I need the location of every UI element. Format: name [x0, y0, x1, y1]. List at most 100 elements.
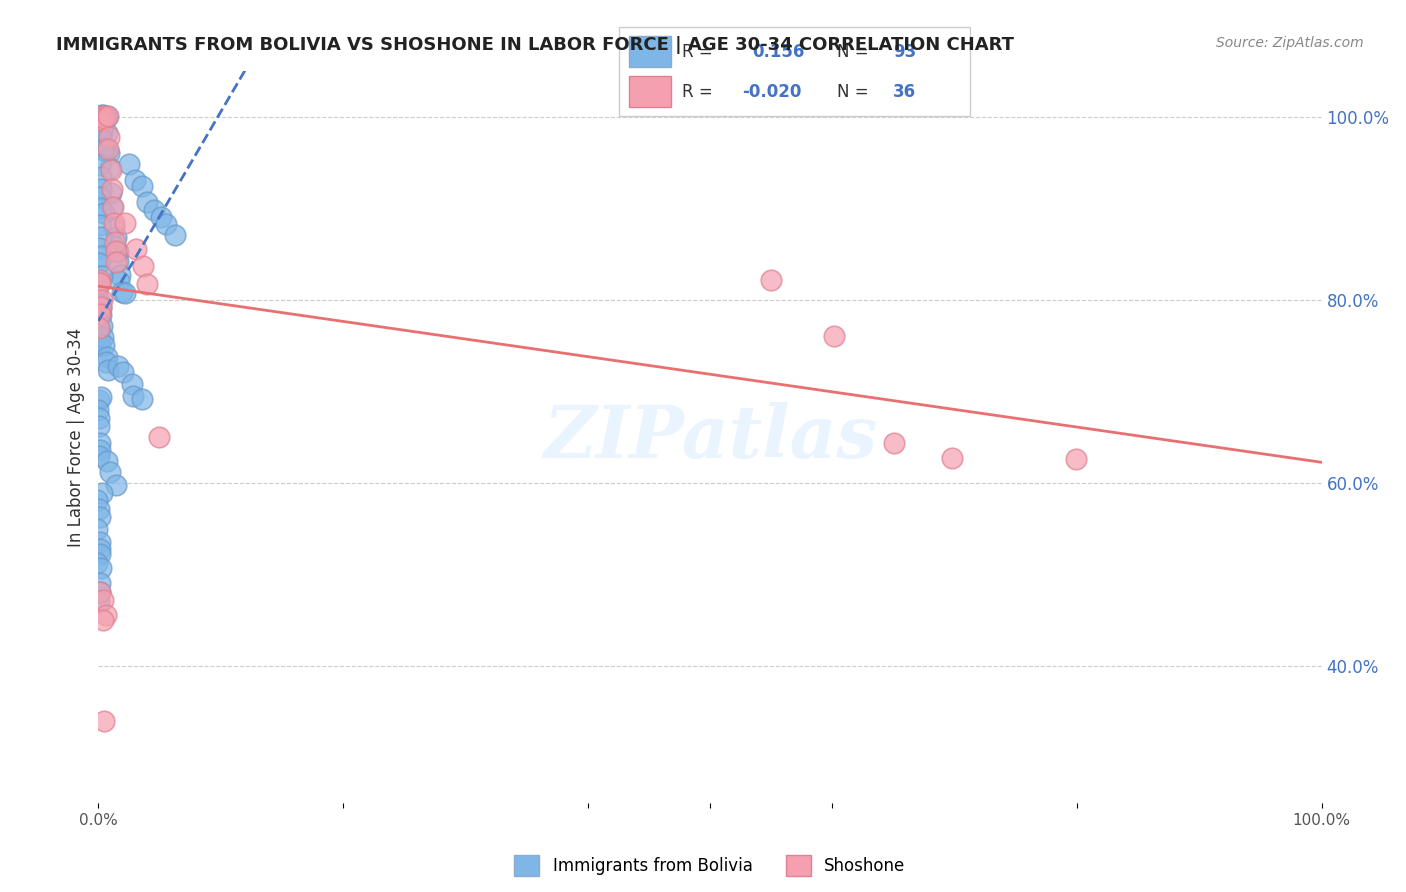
Point — [107, 254, 129, 268]
Point — [89, 333, 111, 347]
Point — [98, 161, 121, 175]
Point — [93, 110, 115, 124]
Point — [90, 300, 112, 314]
Point — [131, 178, 153, 193]
Point — [86, 556, 108, 570]
Point — [89, 534, 111, 549]
Point — [90, 112, 112, 126]
Y-axis label: In Labor Force | Age 30-34: In Labor Force | Age 30-34 — [66, 327, 84, 547]
Point — [91, 330, 114, 344]
Point — [90, 301, 112, 315]
Text: -0.020: -0.020 — [742, 83, 801, 101]
Point — [89, 307, 111, 321]
Point — [103, 239, 125, 253]
Point — [91, 143, 114, 157]
Point — [89, 307, 111, 321]
Point — [149, 210, 172, 224]
Point — [125, 242, 148, 256]
Point — [111, 285, 134, 299]
Point — [100, 200, 122, 214]
Text: R =: R = — [682, 43, 713, 61]
Point — [89, 339, 111, 353]
Point — [90, 123, 112, 137]
Point — [90, 170, 112, 185]
Point — [132, 259, 155, 273]
Point — [89, 576, 111, 591]
Point — [91, 114, 114, 128]
Point — [86, 492, 108, 507]
Point — [883, 435, 905, 450]
Point — [93, 111, 115, 125]
Point — [89, 275, 111, 289]
Point — [759, 273, 782, 287]
Text: R =: R = — [682, 83, 713, 101]
Point — [103, 220, 125, 235]
Text: Source: ZipAtlas.com: Source: ZipAtlas.com — [1216, 36, 1364, 50]
Point — [96, 109, 118, 123]
Point — [98, 465, 121, 479]
Point — [89, 158, 111, 172]
Point — [90, 293, 112, 307]
Point — [93, 112, 115, 126]
Point — [89, 201, 111, 215]
Point — [823, 329, 845, 343]
Text: IMMIGRANTS FROM BOLIVIA VS SHOSHONE IN LABOR FORCE | AGE 30-34 CORRELATION CHART: IMMIGRANTS FROM BOLIVIA VS SHOSHONE IN L… — [56, 36, 1014, 54]
Point — [89, 450, 111, 464]
Point — [87, 255, 110, 269]
Point — [941, 451, 963, 466]
Point — [108, 274, 131, 288]
Point — [90, 561, 112, 575]
Point — [108, 268, 131, 282]
Point — [89, 442, 111, 457]
Point — [87, 112, 110, 127]
Point — [87, 595, 110, 609]
Text: N =: N = — [837, 43, 868, 61]
Point — [163, 227, 186, 242]
Bar — [630, 76, 671, 107]
Point — [89, 410, 111, 425]
Point — [103, 200, 125, 214]
Point — [97, 146, 120, 161]
Point — [93, 206, 115, 220]
Point — [89, 501, 111, 516]
Point — [107, 244, 129, 259]
Text: N =: N = — [837, 83, 868, 101]
Point — [96, 350, 118, 364]
Point — [97, 142, 120, 156]
Point — [87, 111, 110, 125]
Point — [118, 157, 141, 171]
Point — [112, 365, 135, 379]
Point — [87, 293, 110, 307]
Point — [93, 613, 115, 627]
Point — [90, 113, 112, 128]
Point — [98, 130, 121, 145]
Point — [124, 173, 146, 187]
Point — [100, 186, 122, 200]
Point — [89, 218, 111, 232]
Point — [91, 109, 114, 123]
Point — [90, 485, 112, 500]
Point — [114, 216, 136, 230]
Point — [89, 419, 111, 434]
Point — [90, 308, 112, 322]
Point — [148, 430, 170, 444]
Point — [91, 107, 114, 121]
Bar — [630, 36, 671, 67]
Point — [89, 276, 111, 290]
Text: 93: 93 — [893, 43, 917, 61]
Point — [94, 143, 117, 157]
Point — [96, 126, 118, 140]
Point — [131, 392, 153, 406]
Point — [107, 359, 129, 373]
Point — [155, 217, 177, 231]
Point — [135, 195, 157, 210]
Point — [89, 584, 111, 599]
Point — [90, 268, 112, 283]
Point — [103, 216, 125, 230]
Point — [143, 202, 166, 217]
Point — [94, 607, 117, 622]
Point — [96, 454, 118, 468]
FancyBboxPatch shape — [619, 27, 970, 116]
Point — [87, 280, 110, 294]
Point — [93, 109, 115, 123]
